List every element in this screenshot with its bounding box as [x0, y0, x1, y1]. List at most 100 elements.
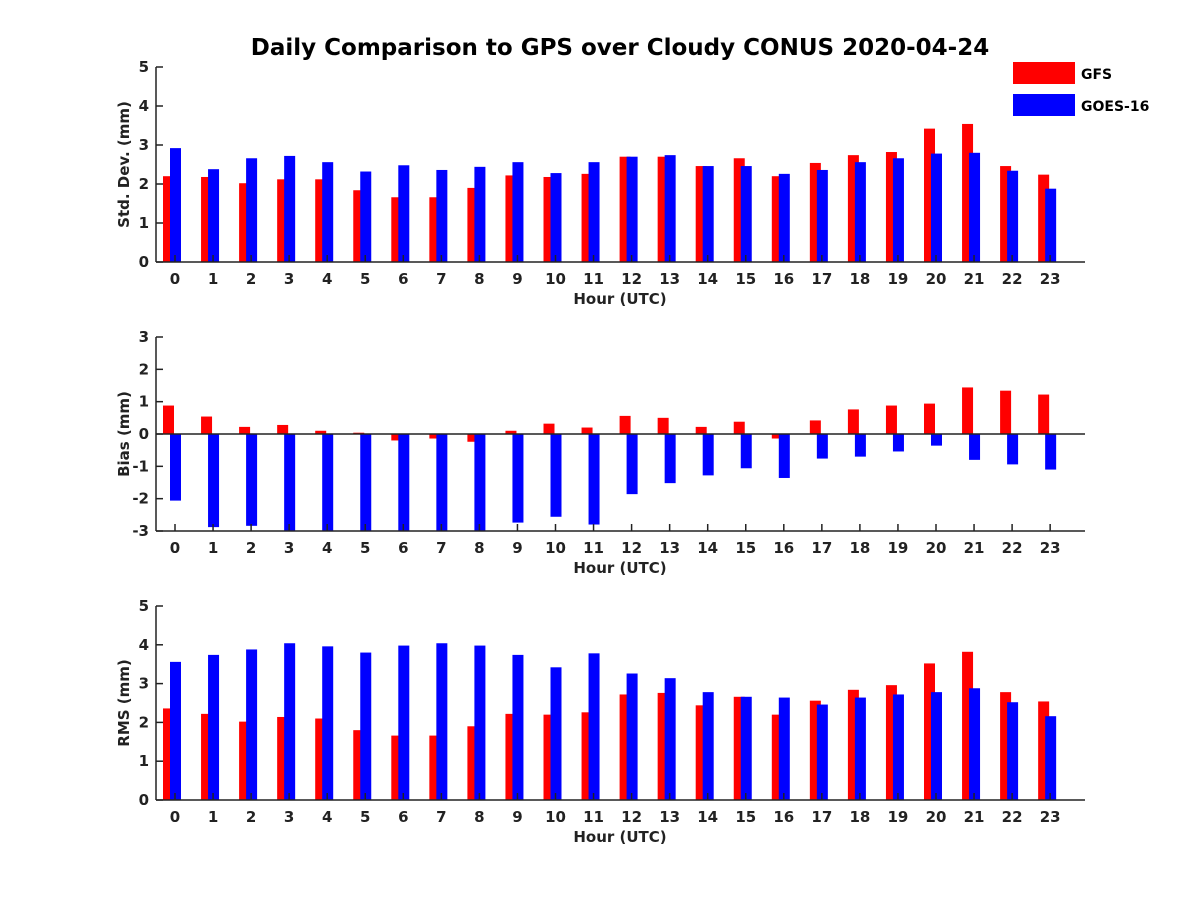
rms-bar-goes16-17: [816, 704, 828, 800]
bias-ytick-label: 2: [139, 360, 149, 378]
rms-bar-goes16-16: [778, 697, 790, 800]
bias-bar-gfs-19: [885, 405, 897, 434]
rms-xtick-label: 9: [512, 808, 522, 826]
std-dev-bar-gfs-23: [1038, 174, 1050, 262]
std-dev-bar-goes16-18: [854, 162, 866, 262]
rms-xtick-label: 0: [170, 808, 180, 826]
rms-bar-gfs-22: [1000, 692, 1012, 800]
bias-bar-goes16-20: [931, 434, 942, 446]
rms-bar-goes16-6: [398, 645, 410, 800]
std-dev-xtick-label: 3: [284, 270, 294, 288]
std-dev-bar-goes16-1: [208, 169, 220, 262]
bias-bar-gfs-17: [809, 420, 821, 434]
chart-title: Daily Comparison to GPS over Cloudy CONU…: [251, 35, 989, 61]
rms-xlabel: Hour (UTC): [573, 828, 666, 846]
bias-bar-goes16-19: [892, 434, 904, 452]
rms-bar-goes16-3: [284, 643, 296, 800]
bias-bar-goes16-15: [740, 434, 752, 469]
std-dev-bar-goes16-9: [512, 162, 524, 262]
std-dev-bar-gfs-8: [467, 187, 479, 262]
bias-ytick-label: -3: [132, 522, 149, 540]
bias-bar-gfs-22: [1000, 390, 1012, 434]
rms-bar-gfs-10: [543, 714, 555, 800]
bias-ytick-label: 0: [139, 425, 149, 443]
std-dev-xtick-label: 10: [545, 270, 566, 288]
bias-bar-gfs-6: [391, 434, 403, 441]
std-dev-xtick-label: 13: [659, 270, 680, 288]
rms-xtick-label: 5: [360, 808, 370, 826]
std-dev-bar-gfs-14: [695, 166, 707, 262]
bias-xtick-label: 3: [284, 539, 294, 557]
std-dev-xtick-label: 16: [773, 270, 794, 288]
bias-bar-goes16-13: [664, 434, 676, 484]
std-dev-bar-goes16-19: [892, 158, 904, 262]
bias-bar-goes16-22: [1007, 434, 1019, 465]
std-dev-bar-gfs-1: [201, 176, 213, 262]
bias-bar-gfs-2: [239, 426, 251, 434]
rms-bar-gfs-9: [505, 713, 517, 800]
bias-bar-gfs-12: [619, 415, 631, 434]
std-dev-ytick-label: 4: [139, 97, 149, 115]
std-dev-ytick-label: 3: [139, 136, 149, 154]
std-dev-bar-goes16-10: [550, 173, 562, 262]
bias-bar-gfs-23: [1038, 394, 1050, 434]
bias-xtick-label: 18: [849, 539, 870, 557]
std-dev-bar-gfs-9: [505, 175, 517, 262]
rms-xtick-label: 15: [735, 808, 756, 826]
rms-xtick-label: 18: [849, 808, 870, 826]
std-dev-bar-gfs-13: [657, 156, 669, 262]
std-dev-xtick-label: 17: [811, 270, 832, 288]
bias-ytick-label: 3: [139, 328, 149, 346]
bias-xtick-label: 1: [208, 539, 218, 557]
std-dev-bar-gfs-22: [1000, 166, 1012, 262]
bias-xtick-label: 5: [360, 539, 370, 557]
bias-bar-gfs-9: [505, 430, 517, 434]
rms-bar-goes16-14: [702, 692, 714, 800]
std-dev-bar-gfs-15: [733, 158, 745, 262]
bias-bar-goes16-16: [778, 434, 790, 478]
bias-bar-gfs-8: [467, 434, 479, 442]
bias-bar-gfs-0: [163, 405, 174, 434]
std-dev-xtick-label: 21: [964, 270, 985, 288]
rms-bar-gfs-5: [353, 730, 365, 800]
bias-xtick-label: 10: [545, 539, 566, 557]
rms-xtick-label: 4: [322, 808, 332, 826]
rms-xtick-label: 21: [964, 808, 985, 826]
std-dev-xtick-label: 8: [474, 270, 484, 288]
std-dev-bar-goes16-4: [322, 162, 334, 262]
std-dev-xtick-label: 18: [849, 270, 870, 288]
bias-bar-goes16-4: [322, 434, 334, 531]
std-dev-bar-goes16-2: [246, 158, 258, 262]
std-dev-xtick-label: 23: [1040, 270, 1061, 288]
rms-xtick-label: 20: [926, 808, 947, 826]
bias-bar-goes16-23: [1045, 434, 1057, 470]
std-dev-bar-gfs-10: [543, 176, 555, 262]
rms-bar-gfs-3: [277, 716, 289, 800]
rms-xtick-label: 11: [583, 808, 604, 826]
bias-bar-goes16-14: [702, 434, 714, 476]
rms-bar-goes16-4: [322, 646, 334, 800]
bias-bar-goes16-8: [474, 434, 486, 531]
rms-ytick-label: 3: [139, 675, 149, 693]
bias-bar-goes16-2: [246, 434, 258, 526]
bias-bar-goes16-5: [360, 434, 372, 531]
rms-xtick-label: 17: [811, 808, 832, 826]
rms-ytick-label: 0: [139, 791, 149, 809]
rms-bar-gfs-12: [619, 694, 631, 800]
bias-bar-gfs-15: [733, 421, 745, 434]
rms-bar-gfs-7: [429, 735, 441, 800]
rms-bar-gfs-11: [581, 712, 593, 800]
rms-xtick-label: 7: [436, 808, 446, 826]
bias-bar-gfs-16: [771, 434, 783, 439]
std-dev-xtick-label: 19: [888, 270, 909, 288]
rms-bar-goes16-5: [360, 652, 372, 800]
bias-bar-gfs-14: [695, 426, 707, 434]
rms-ylabel: RMS (mm): [115, 659, 133, 746]
std-dev-xtick-label: 12: [621, 270, 642, 288]
rms-bar-gfs-14: [695, 705, 707, 800]
rms-bar-gfs-21: [962, 651, 974, 800]
rms-xtick-label: 23: [1040, 808, 1061, 826]
bias-bar-goes16-3: [284, 434, 296, 531]
std-dev-xtick-label: 1: [208, 270, 218, 288]
bias-ytick-label: -2: [132, 490, 149, 508]
